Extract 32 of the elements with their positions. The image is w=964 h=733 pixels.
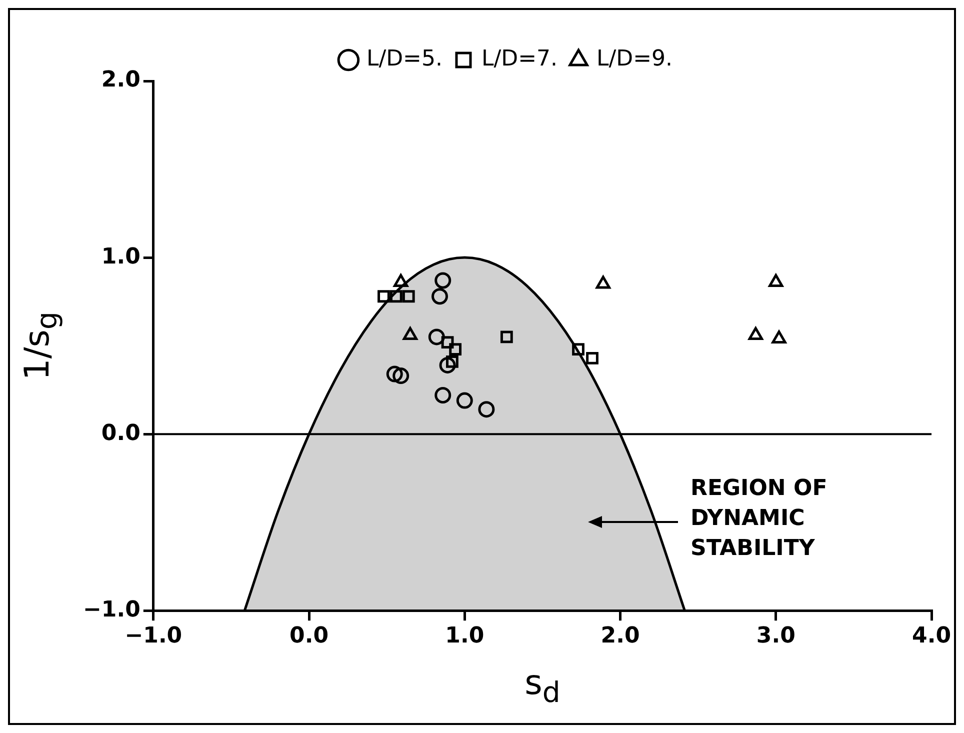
point (456, 392, 473, 409)
x-tick-label: 1.0 (445, 624, 484, 649)
y-tick-label: 0.0 (101, 420, 140, 446)
x-tick-label: 3.0 (756, 624, 796, 649)
point (434, 272, 452, 289)
point (478, 401, 495, 418)
point (392, 368, 410, 384)
point (428, 328, 445, 346)
legend-label: L/D=9. (596, 46, 673, 72)
annotation: REGION OF DYNAMIC STABILITY (690, 474, 828, 564)
point (586, 352, 598, 364)
x-tick-label: 4.0 (912, 624, 952, 649)
point (432, 288, 448, 305)
point (390, 290, 402, 303)
x-axis-title: s$_{d}$ (524, 662, 562, 708)
x-tick-label: 2.0 (600, 624, 640, 649)
point (500, 330, 513, 344)
y-tick-label: −1.0 (83, 597, 140, 622)
x-tick-label: −1.0 (124, 624, 182, 649)
point (441, 336, 454, 348)
point (439, 356, 456, 374)
point (386, 366, 403, 382)
point (449, 343, 462, 356)
point (378, 290, 390, 303)
legend-label: L/D=7. (481, 46, 558, 72)
x-tick-label: 0.0 (290, 624, 329, 649)
point (434, 386, 452, 404)
point (402, 290, 415, 303)
legend-label: L/D=5. (366, 46, 442, 72)
point (572, 343, 584, 356)
y-tick-label: 1.0 (101, 244, 140, 270)
y-tick-label: 2.0 (101, 68, 140, 93)
